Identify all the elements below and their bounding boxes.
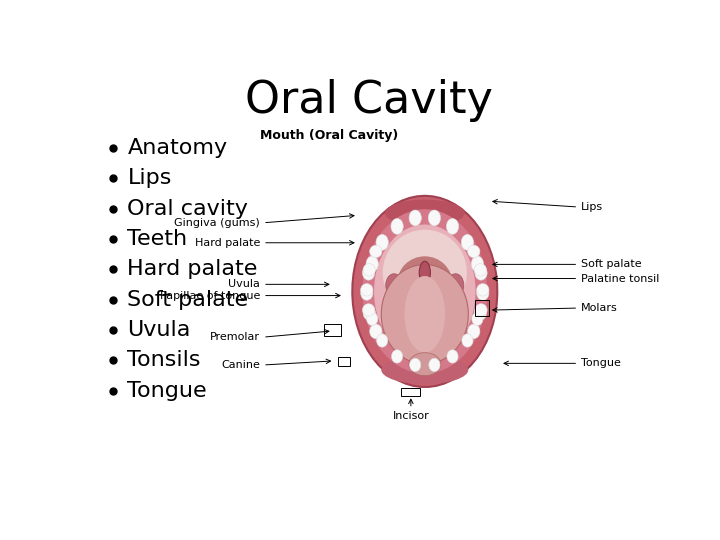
Ellipse shape [366,312,378,326]
Ellipse shape [369,324,382,339]
Ellipse shape [382,265,468,364]
Ellipse shape [361,284,373,296]
Text: Gingiva (gums): Gingiva (gums) [174,218,260,228]
Ellipse shape [369,245,382,258]
Ellipse shape [366,256,378,272]
Ellipse shape [382,355,468,384]
Text: Teeth: Teeth [127,229,187,249]
Ellipse shape [447,350,458,363]
Text: Tongue: Tongue [581,359,621,368]
Ellipse shape [468,245,480,258]
Ellipse shape [363,264,375,276]
Ellipse shape [477,284,489,296]
Ellipse shape [447,274,464,296]
Text: Incisor: Incisor [392,411,429,421]
Ellipse shape [475,303,487,316]
Ellipse shape [376,234,388,250]
Ellipse shape [429,358,440,372]
Ellipse shape [386,274,402,296]
Ellipse shape [385,200,464,226]
Ellipse shape [462,234,474,250]
Ellipse shape [410,358,420,372]
Ellipse shape [409,210,421,226]
Text: Hard palate: Hard palate [127,259,258,279]
PathPatch shape [352,196,498,387]
Text: Uvula: Uvula [228,279,260,289]
Ellipse shape [428,210,441,226]
Bar [338,357,350,366]
Text: Molars: Molars [581,303,618,313]
Text: Lips: Lips [581,202,603,212]
Text: Oral Cavity: Oral Cavity [245,79,493,123]
PathPatch shape [374,225,476,358]
Text: Soft palate: Soft palate [127,290,248,310]
Ellipse shape [472,312,483,326]
Ellipse shape [474,264,487,276]
Ellipse shape [446,219,459,234]
Text: Premolar: Premolar [210,332,260,342]
Text: Anatomy: Anatomy [127,138,228,158]
Text: Tongue: Tongue [127,381,207,401]
Ellipse shape [377,334,388,347]
Text: Hard palate: Hard palate [195,238,260,248]
Ellipse shape [362,266,374,280]
Text: Papillae of tongue: Papillae of tongue [160,291,260,301]
Text: Soft palate: Soft palate [581,259,642,269]
Ellipse shape [409,353,441,376]
Text: Mouth (Oral Cavity): Mouth (Oral Cavity) [260,129,398,141]
Ellipse shape [405,276,445,353]
Text: Oral cavity: Oral cavity [127,199,248,219]
Text: Palatine tonsil: Palatine tonsil [581,274,660,284]
Ellipse shape [362,303,374,316]
Ellipse shape [472,256,484,272]
Ellipse shape [383,230,467,316]
Bar [324,324,341,336]
Text: Canine: Canine [221,360,260,370]
Text: Lips: Lips [127,168,172,188]
Bar [401,388,420,396]
Ellipse shape [474,306,487,320]
Ellipse shape [361,286,373,300]
Text: Uvula: Uvula [127,320,191,340]
Ellipse shape [392,350,402,363]
Ellipse shape [475,266,487,280]
Ellipse shape [419,261,431,284]
PathPatch shape [362,209,487,374]
Ellipse shape [462,334,473,347]
Ellipse shape [397,256,452,310]
Ellipse shape [363,306,375,320]
Ellipse shape [391,219,403,234]
Text: Tonsils: Tonsils [127,350,201,370]
Ellipse shape [477,286,489,300]
Ellipse shape [468,324,480,339]
Bar [475,300,489,316]
